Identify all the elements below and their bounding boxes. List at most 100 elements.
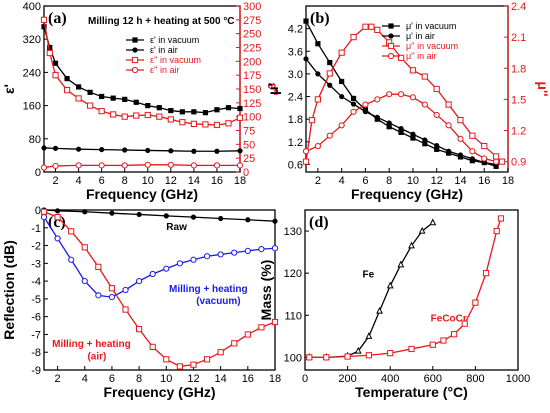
y-tick-label: 1.2 [288, 137, 303, 149]
legend-marker [131, 66, 139, 74]
x-axis-label: Frequency (GHz) [86, 186, 198, 202]
data-point-2-17 [481, 142, 488, 150]
data-point-3-5 [144, 161, 151, 168]
data-point-1-6 [429, 341, 436, 348]
data-point-3-2 [75, 162, 82, 169]
x-tick-label: 8 [122, 175, 128, 187]
panel-label: (b) [310, 10, 330, 27]
data-point-2-12 [203, 356, 211, 363]
data-point-0-11 [434, 146, 440, 152]
legend-label: ε'' in air [150, 65, 179, 75]
x-tick-label: 2 [55, 373, 61, 385]
data-point-1-3 [365, 352, 372, 359]
legend-marker [131, 56, 139, 64]
data-point-0-9 [418, 226, 426, 234]
chart-title: Milling 12 h + heating at 500 °C [88, 16, 235, 27]
x-tick-label: 16 [211, 175, 223, 187]
data-point-2-1 [308, 117, 316, 124]
x-tick-label: 16 [242, 373, 254, 385]
data-point-2-2 [68, 228, 75, 235]
data-point-1-9 [237, 148, 243, 154]
data-point-2-16 [258, 324, 265, 331]
data-point-1-0 [306, 354, 313, 361]
data-point-2-11 [409, 67, 417, 74]
data-point-2-12 [167, 116, 174, 123]
data-point-1-8 [398, 126, 404, 132]
data-point-0-17 [225, 105, 232, 111]
annotation-air-1: Milling + heating [52, 339, 131, 350]
y-tick-label: 0 [35, 167, 41, 179]
y-tick-label: 1.8 [288, 114, 303, 126]
data-point-0-1 [47, 44, 53, 51]
data-point-1-9 [410, 131, 416, 137]
y-right-tick-label: 2.1 [511, 32, 526, 44]
legend-marker [132, 37, 138, 43]
x-axis-label: Temperature (°C) [355, 384, 468, 400]
data-point-0-3 [354, 346, 362, 354]
data-point-3-7 [386, 91, 393, 98]
x-tick-label: 14 [454, 175, 466, 187]
data-point-1-3 [81, 278, 88, 285]
data-point-2-7 [368, 23, 375, 30]
plot-frame [43, 5, 241, 173]
x-tick-label: 8 [136, 373, 142, 385]
data-point-0-10 [429, 218, 437, 226]
panel-d: 0 200 400 600 800 1000 100 110 120 130 Temperature… [258, 209, 530, 400]
data-point-2-7 [110, 111, 117, 118]
x-tick-label: 8 [386, 175, 392, 187]
data-point-2-4 [75, 95, 82, 102]
data-point-2-2 [314, 96, 321, 103]
data-point-1-4 [387, 350, 394, 357]
legend-label: μ' in vacuum [406, 21, 456, 31]
data-point-2-9 [133, 112, 140, 119]
data-point-1-5 [408, 345, 415, 353]
x-tick-label: 2 [52, 175, 58, 187]
data-point-3-9 [409, 94, 417, 101]
x-tick-label: 14 [188, 175, 200, 187]
data-point-2-14 [190, 120, 197, 127]
x-tick-label: 6 [362, 175, 368, 187]
y-axis-label: Reflection (dB) [1, 240, 17, 340]
y-tick-label: 80 [29, 134, 41, 146]
data-point-0-2 [82, 209, 88, 215]
y-tick-label: -4 [31, 276, 41, 288]
data-point-1-8 [149, 270, 156, 278]
data-point-3-11 [433, 111, 440, 119]
data-point-2-13 [179, 119, 186, 126]
y-tick-label: -5 [31, 294, 41, 306]
y-right-tick-label: 25 [243, 153, 255, 165]
data-point-1-5 [108, 294, 116, 301]
data-point-0-7 [386, 124, 392, 130]
data-point-0-10 [422, 141, 428, 147]
data-point-0-5 [163, 213, 169, 219]
panel-c: 2 4 6 8 10 12 14 16 18 0 -1 -2 -3 -4 -5 -6 -7 -8 -9 Frequen… [1, 205, 281, 400]
y-tick-label: 0.6 [288, 159, 303, 171]
data-point-1-10 [422, 137, 428, 143]
y-right-tick-label: 2.4 [511, 1, 526, 13]
series-line-3 [43, 164, 240, 169]
x-tick-label: 6 [99, 175, 105, 187]
y-right-tick-label: 300 [243, 1, 261, 13]
data-point-2-19 [498, 158, 506, 165]
data-point-0-6 [386, 281, 394, 289]
y-right-tick-label: 250 [243, 29, 261, 41]
data-point-3-2 [326, 132, 333, 139]
y-tick-label: -7 [31, 329, 41, 341]
data-point-1-4 [122, 147, 128, 153]
data-point-0-3 [64, 76, 70, 82]
data-point-3-3 [338, 122, 345, 129]
data-point-1-1 [323, 354, 330, 361]
data-point-0-4 [365, 332, 373, 339]
data-point-0-5 [87, 89, 93, 95]
data-point-2-16 [213, 121, 221, 129]
data-point-2-10 [176, 363, 183, 370]
data-point-1-15 [244, 247, 251, 254]
data-point-3-6 [374, 96, 381, 103]
data-point-0-2 [327, 59, 333, 66]
data-point-0-0 [303, 18, 309, 24]
plot-frame [43, 209, 276, 371]
data-point-0-13 [179, 109, 185, 115]
data-point-1-5 [145, 147, 151, 154]
panel-label: (c) [48, 214, 66, 231]
y-tick-label: -6 [31, 312, 41, 324]
